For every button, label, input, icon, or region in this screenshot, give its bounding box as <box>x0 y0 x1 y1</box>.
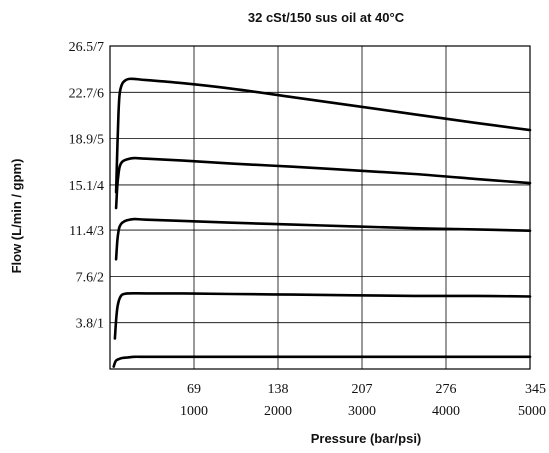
x-tick-label-bar: 138 <box>268 382 289 397</box>
y-tick-label: 3.8/1 <box>76 317 104 332</box>
x-tick-label-bar: 69 <box>187 382 201 397</box>
x-tick-label-bar: 207 <box>352 382 373 397</box>
flow-curve-1 <box>112 355 532 368</box>
chart-title: 32 cSt/150 sus oil at 40°C <box>248 10 405 25</box>
y-tick-label: 15.1/4 <box>69 179 104 194</box>
y-tick-label: 7.6/2 <box>76 270 104 285</box>
gridlines <box>110 45 531 369</box>
x-ticks: 69 1000 138 2000 207 3000 276 4000 345 5000 <box>180 382 546 419</box>
y-tick-label: 26.5/7 <box>69 40 104 55</box>
curves <box>112 77 532 368</box>
x-tick-label-psi: 3000 <box>348 404 376 419</box>
flow-curve-5 <box>114 77 532 194</box>
y-tick-label: 18.9/5 <box>69 133 104 148</box>
flow-curve-3 <box>114 217 532 261</box>
y-tick-label: 11.4/3 <box>69 224 104 239</box>
y-tick-label: 22.7/6 <box>69 86 104 101</box>
x-axis-label: Pressure (bar/psi) <box>311 431 422 446</box>
x-tick-label-bar: 276 <box>436 382 457 397</box>
x-tick-label-bar: 345 <box>525 382 546 397</box>
flow-curve-4 <box>114 156 532 210</box>
x-tick-label-psi: 4000 <box>432 404 460 419</box>
x-tick-label-psi: 5000 <box>518 404 546 419</box>
y-axis-label: Flow (L/min / gpm) <box>9 159 24 274</box>
x-tick-label-psi: 2000 <box>264 404 292 419</box>
plot-frame <box>109 45 531 370</box>
x-tick-label-psi: 1000 <box>180 404 208 419</box>
flow-curve-2 <box>113 292 532 340</box>
y-ticks: 3.8/1 7.6/2 11.4/3 15.1/4 18.9/5 22.7/6 26.5/7 <box>69 40 104 332</box>
